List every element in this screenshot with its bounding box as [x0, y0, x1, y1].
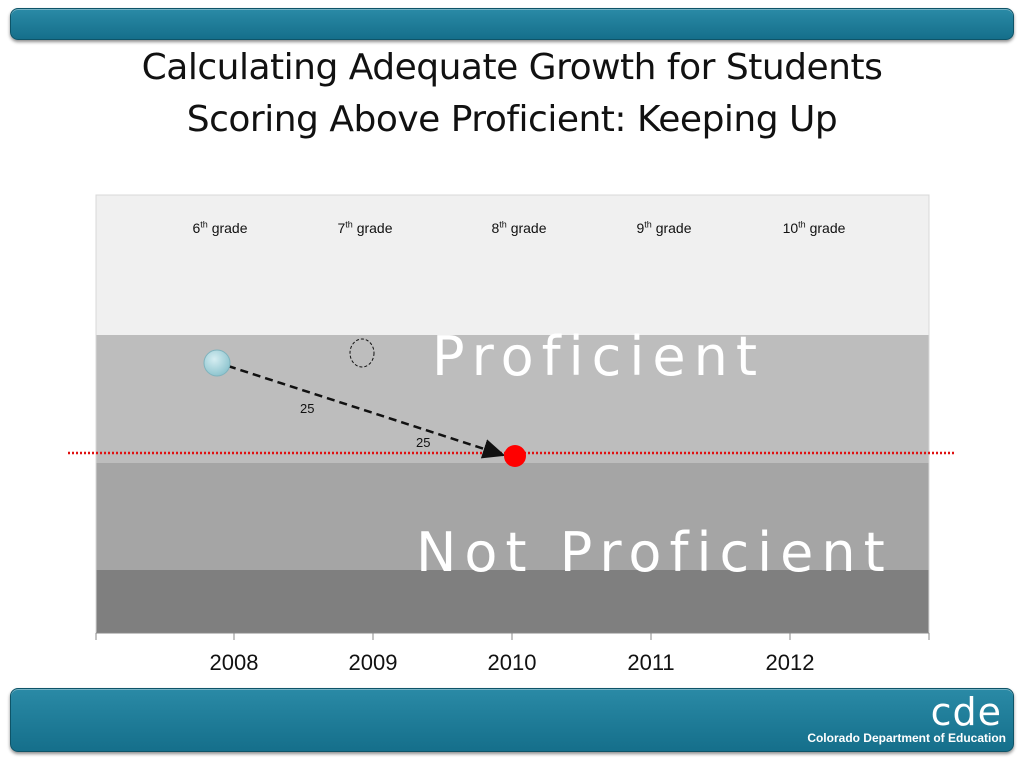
proficient-label: Proficient: [432, 325, 765, 388]
year-label: 2011: [627, 650, 675, 675]
growth-arrow: [227, 364, 506, 459]
grade-label: 9th grade: [636, 219, 692, 236]
org-name: Colorado Department of Education: [807, 731, 1006, 745]
projected-point-2009: [349, 338, 375, 368]
arrow-label-2: 25: [416, 435, 431, 450]
title-line-1: Calculating Adequate Growth for Students: [141, 47, 883, 88]
year-label: 2008: [209, 650, 259, 675]
band-proficient: [96, 335, 929, 463]
arrow-label-1: 25: [300, 401, 315, 416]
cde-logo: cde: [930, 690, 1002, 734]
band-partially-proficient: [96, 463, 929, 570]
band-unsatisfactory: [96, 570, 929, 633]
grade-label: 7th grade: [337, 219, 393, 236]
title-line-2: Scoring Above Proficient: Keeping Up: [186, 99, 838, 140]
footer-bar: [10, 688, 1014, 752]
start-point-2008: [203, 349, 231, 377]
header-bar: [10, 8, 1014, 40]
slide-title: Calculating Adequate Growth for Students…: [0, 42, 1024, 146]
not-proficient-label: Not Proficient: [416, 521, 893, 584]
year-label: 2009: [348, 650, 398, 675]
x-axis-ticks: [95, 633, 930, 640]
grade-label: 10th grade: [782, 219, 846, 236]
year-label: 2010: [487, 650, 537, 675]
grade-label: 8th grade: [491, 219, 547, 236]
target-point-2010: [504, 445, 526, 467]
band-above-proficient: [96, 195, 929, 335]
grade-label: 6th grade: [192, 219, 248, 236]
year-label: 2012: [765, 650, 815, 675]
